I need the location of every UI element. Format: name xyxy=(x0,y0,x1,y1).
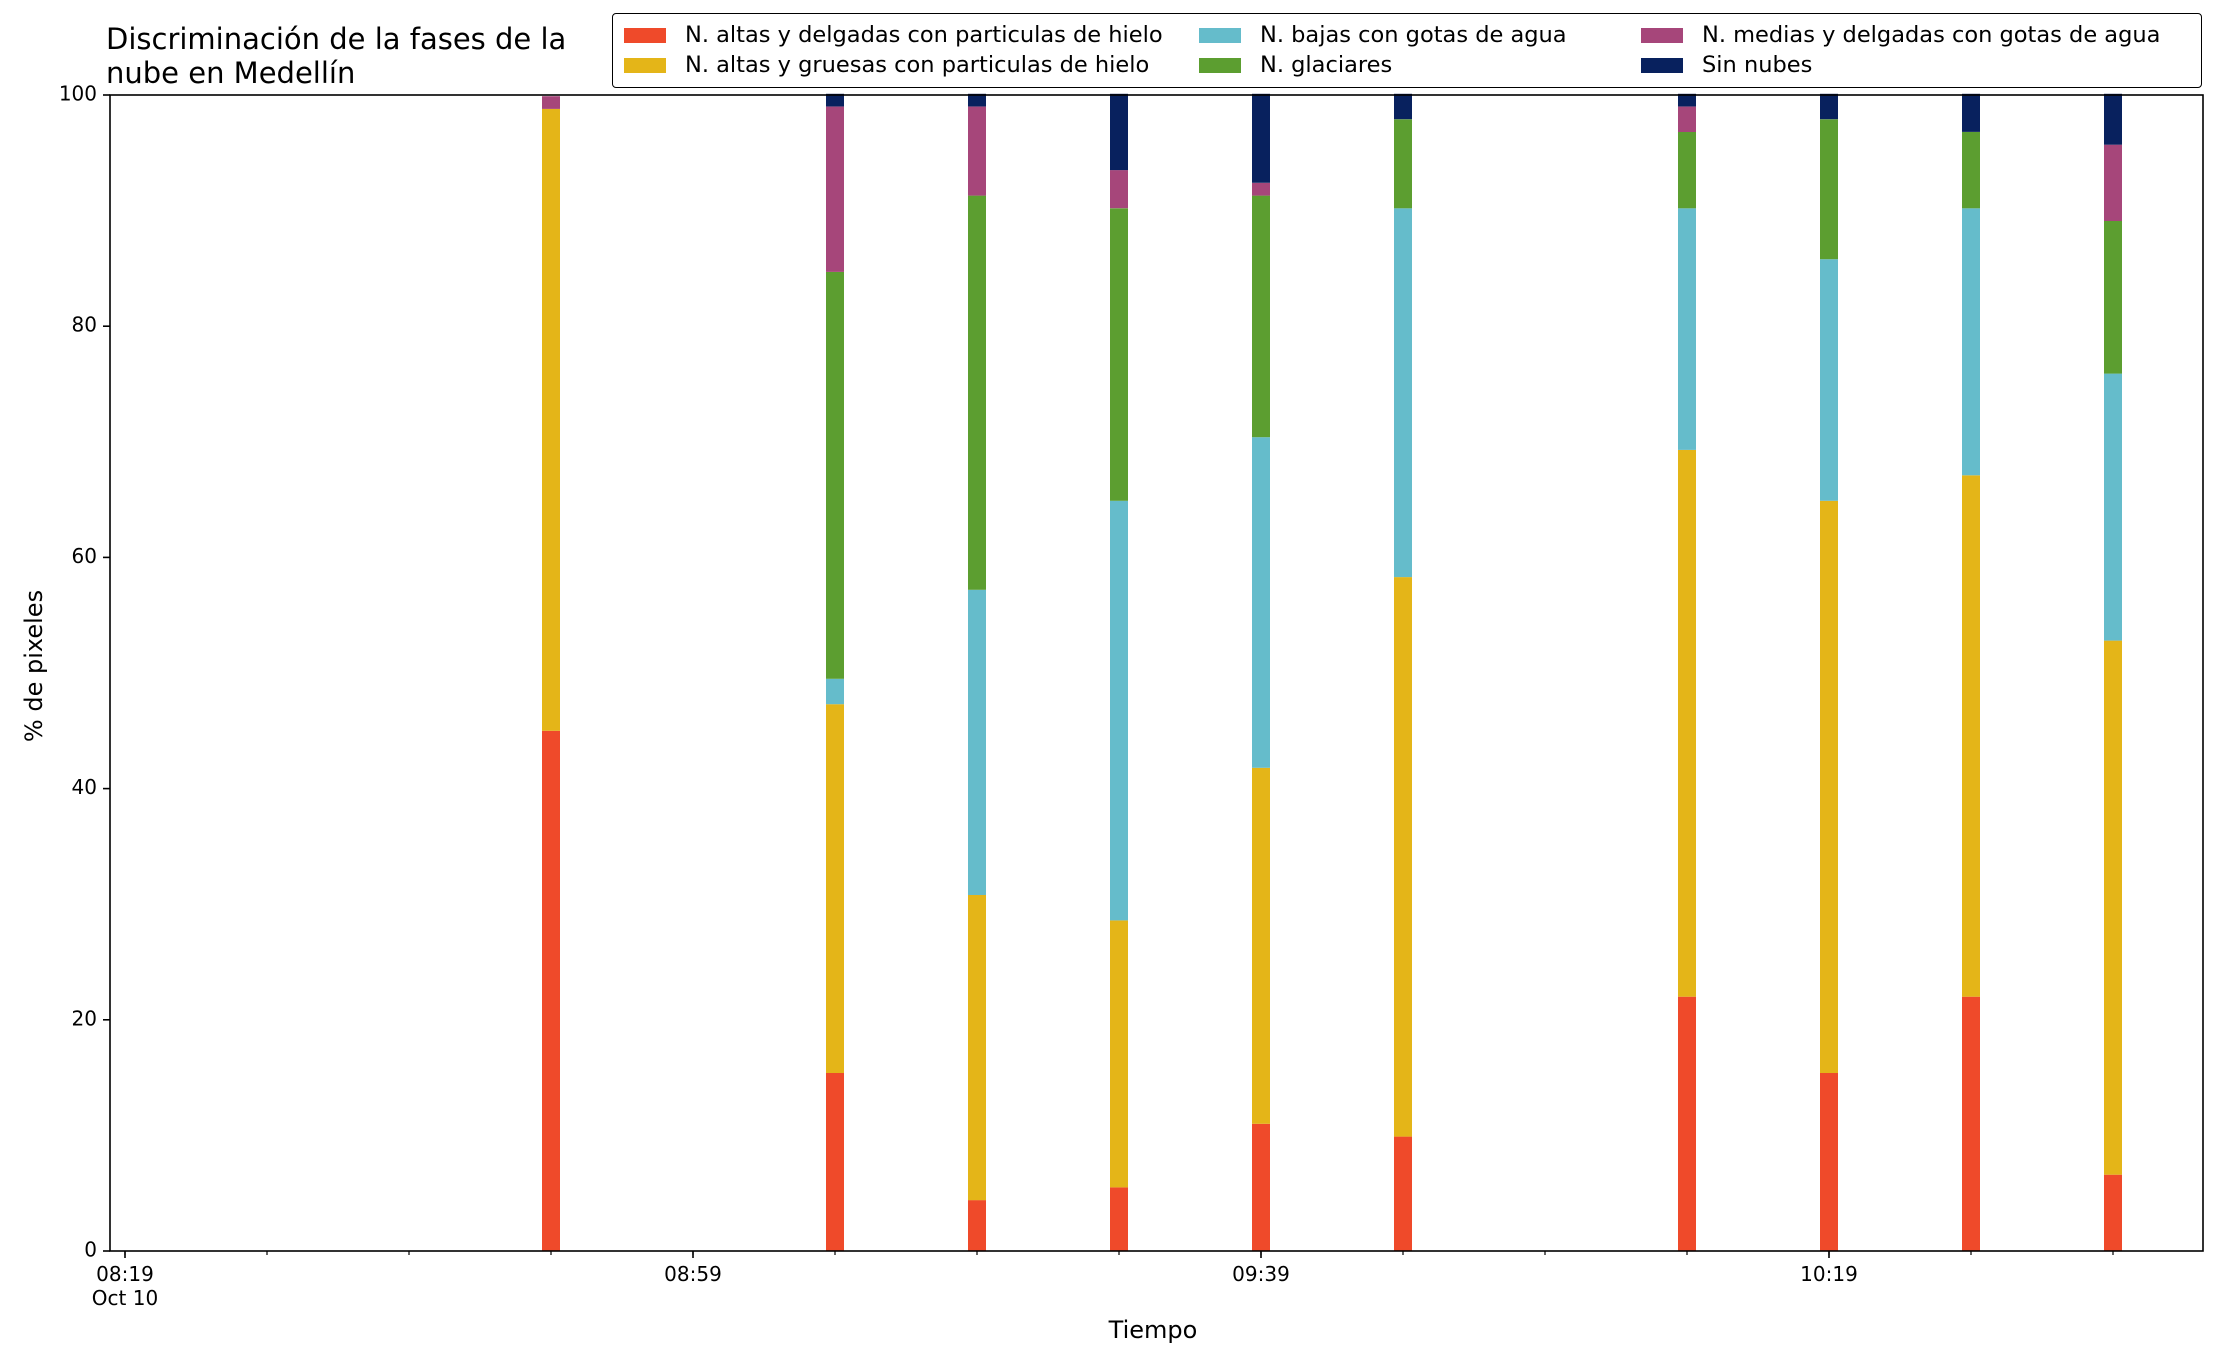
bar-segment-3 xyxy=(968,589,986,895)
bar-segment-2 xyxy=(826,704,844,1073)
bar-segment-5 xyxy=(1110,170,1128,209)
bar-segment-6 xyxy=(826,93,844,107)
bar-segment-3 xyxy=(826,678,844,705)
bar-segment-4 xyxy=(1394,119,1412,209)
bar-segment-1 xyxy=(1962,996,1980,1251)
bar-segment-5 xyxy=(542,96,560,109)
legend-item-6: Sin nubes xyxy=(1641,50,1812,80)
bar-segment-3 xyxy=(1678,208,1696,450)
y-axis-label: % de pixeles xyxy=(20,590,48,742)
y-tick-label: 0 xyxy=(84,1238,97,1262)
bar-segment-6 xyxy=(1252,93,1270,183)
x-tick-label: 08:19 Oct 10 xyxy=(92,1262,158,1310)
bar-segment-5 xyxy=(1252,182,1270,196)
bar-segment-4 xyxy=(826,271,844,679)
bar-segment-2 xyxy=(1110,920,1128,1188)
bar-segment-6 xyxy=(968,93,986,107)
legend-label: N. bajas con gotas de agua xyxy=(1260,22,1567,48)
bar-segment-3 xyxy=(1962,208,1980,476)
legend-label: N. altas y delgadas con particulas de hi… xyxy=(685,22,1163,48)
legend-item-5: N. medias y delgadas con gotas de agua xyxy=(1641,20,2160,50)
plot-frame xyxy=(109,94,2204,1252)
legend-swatch xyxy=(1641,27,1683,43)
bar-segment-3 xyxy=(1394,208,1412,578)
bar-segment-2 xyxy=(1820,500,1838,1073)
bar-segment-2 xyxy=(1394,577,1412,1137)
bar-segment-4 xyxy=(1962,132,1980,209)
bar-segment-3 xyxy=(2104,373,2122,641)
legend: N. altas y delgadas con particulas de hi… xyxy=(612,13,2202,88)
legend-item-2: N. altas y gruesas con particulas de hie… xyxy=(624,50,1149,80)
bar-segment-4 xyxy=(1678,132,1696,209)
bar-segment-6 xyxy=(1394,93,1412,120)
x-tick-label: 09:39 xyxy=(1232,1262,1290,1286)
bar-segment-4 xyxy=(1820,119,1838,260)
bar-segment-3 xyxy=(1110,500,1128,921)
bar-segment-2 xyxy=(2104,640,2122,1175)
bar-segment-1 xyxy=(2104,1174,2122,1251)
bar-segment-2 xyxy=(542,108,560,731)
bar-segment-6 xyxy=(1962,93,1980,132)
bar-segment-5 xyxy=(2104,144,2122,221)
bar-segment-4 xyxy=(1252,195,1270,438)
chart-title: Discriminación de la fases de la nube en… xyxy=(106,22,567,90)
y-tick-label: 40 xyxy=(72,775,97,799)
y-tick-label: 60 xyxy=(72,544,97,568)
legend-item-3: N. bajas con gotas de agua xyxy=(1199,20,1567,50)
legend-swatch xyxy=(624,27,666,43)
legend-label: Sin nubes xyxy=(1702,52,1813,78)
bar-segment-1 xyxy=(542,730,560,1251)
bar-segment-4 xyxy=(2104,221,2122,374)
bar-segment-5 xyxy=(968,106,986,196)
y-tick-label: 100 xyxy=(59,82,97,106)
y-tick-label: 20 xyxy=(72,1006,97,1030)
x-tick-label: 10:19 xyxy=(1800,1262,1858,1286)
y-tick-label: 80 xyxy=(72,313,97,337)
bar-segment-2 xyxy=(968,895,986,1201)
bar-segment-5 xyxy=(1678,106,1696,132)
bar-segment-2 xyxy=(1962,475,1980,997)
legend-label: N. altas y gruesas con particulas de hie… xyxy=(685,52,1150,78)
bar-segment-1 xyxy=(1394,1136,1412,1251)
legend-swatch xyxy=(1641,57,1683,73)
bar-segment-6 xyxy=(1678,93,1696,107)
x-tick-label: 08:59 xyxy=(664,1262,722,1286)
bar-segment-6 xyxy=(1820,93,1838,120)
x-axis-label: Tiempo xyxy=(1108,1316,1198,1344)
bar-segment-5 xyxy=(826,106,844,272)
bar-segment-1 xyxy=(1820,1073,1838,1251)
bar-segment-2 xyxy=(1678,449,1696,997)
legend-item-4: N. glaciares xyxy=(1199,50,1392,80)
bar-segment-4 xyxy=(1110,208,1128,501)
legend-label: N. glaciares xyxy=(1260,52,1393,78)
bar-segment-1 xyxy=(826,1073,844,1251)
legend-item-1: N. altas y delgadas con particulas de hi… xyxy=(624,20,1163,50)
bar-segment-4 xyxy=(968,195,986,590)
bar-segment-2 xyxy=(1252,767,1270,1124)
legend-label: N. medias y delgadas con gotas de agua xyxy=(1702,22,2161,48)
bar-segment-1 xyxy=(1678,996,1696,1251)
bar-segment-1 xyxy=(1110,1187,1128,1251)
bar-segment-1 xyxy=(1252,1123,1270,1251)
bar-segment-1 xyxy=(968,1200,986,1251)
bars-layer xyxy=(542,93,2122,1251)
bar-segment-6 xyxy=(2104,93,2122,145)
bar-segment-3 xyxy=(1252,437,1270,768)
legend-swatch xyxy=(1199,27,1241,43)
bar-segment-6 xyxy=(1110,93,1128,171)
legend-swatch xyxy=(1199,57,1241,73)
legend-swatch xyxy=(624,57,666,73)
bar-segment-3 xyxy=(1820,259,1838,501)
